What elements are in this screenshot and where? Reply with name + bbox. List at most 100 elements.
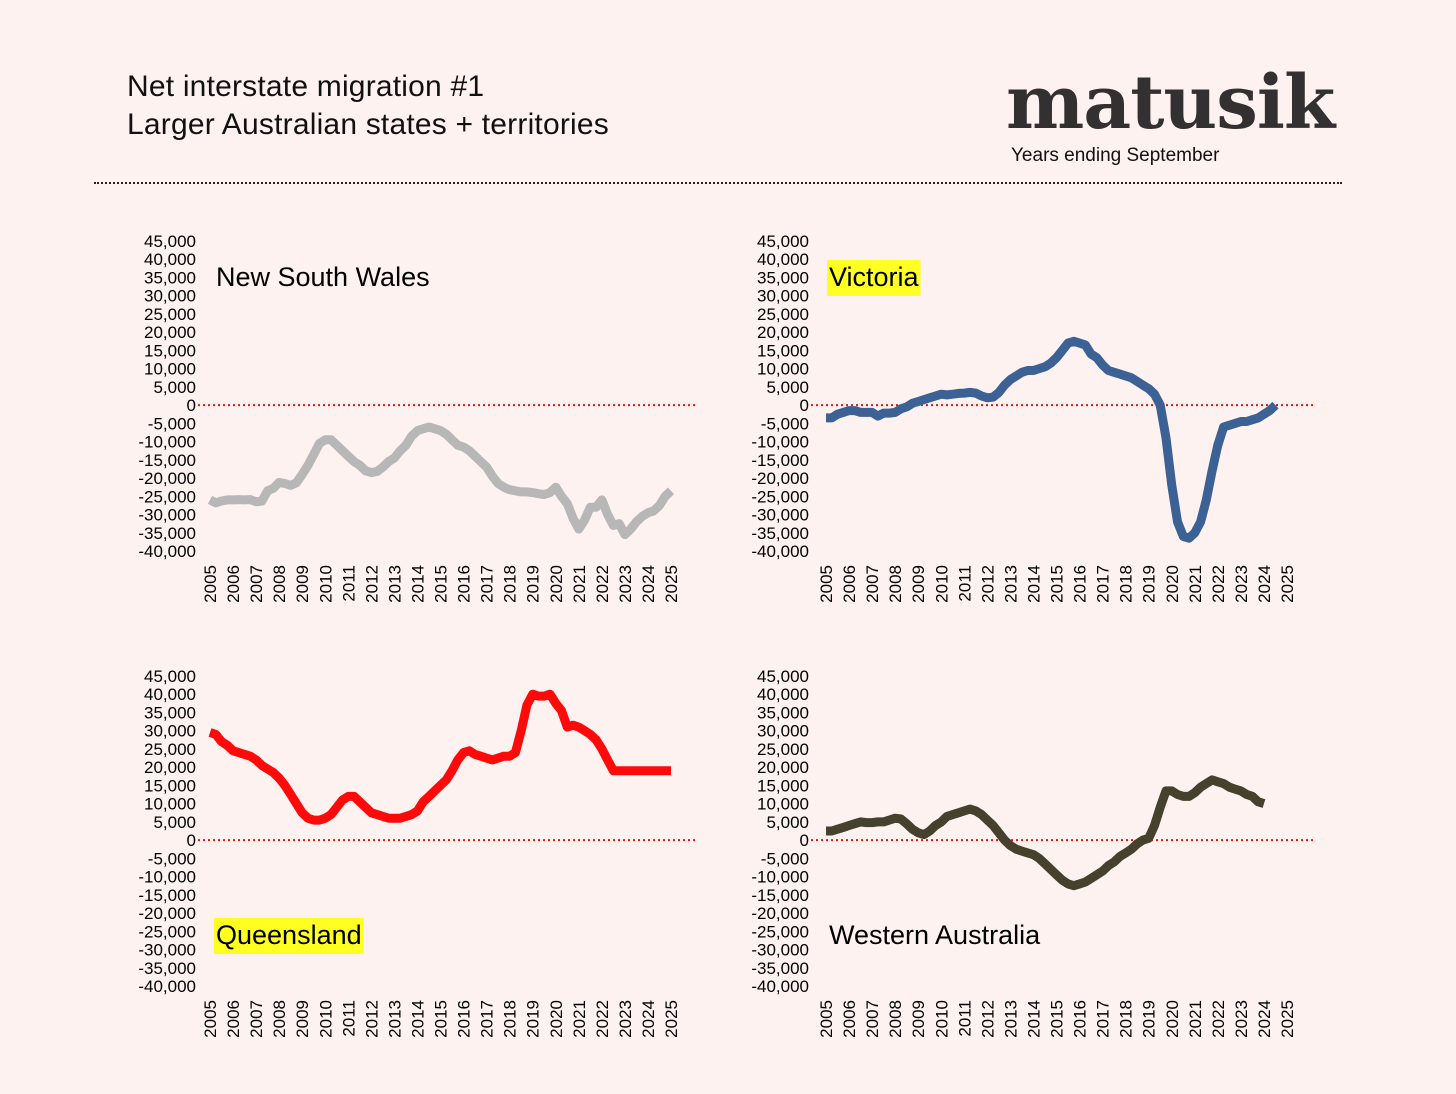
x-tick-label: 2013: [385, 565, 404, 603]
y-tick-label: 0: [800, 396, 809, 415]
y-tick-label: 15,000: [144, 776, 196, 795]
x-tick-label: 2009: [909, 565, 928, 603]
y-tick-label: -40,000: [138, 542, 196, 561]
x-tick-label: 2013: [385, 1000, 404, 1038]
x-tick-label: 2008: [270, 565, 289, 603]
y-tick-label: 40,000: [144, 250, 196, 269]
x-tick-label: 2009: [293, 1000, 312, 1038]
x-tick-label: 2015: [1048, 1000, 1067, 1038]
y-tick-label: 30,000: [144, 287, 196, 306]
y-tick-label: -40,000: [751, 542, 809, 561]
x-tick-label: 2007: [247, 565, 266, 603]
y-tick-label: 15,000: [144, 341, 196, 360]
y-tick-label: -15,000: [138, 451, 196, 470]
x-tick-label: 2005: [201, 565, 220, 603]
x-tick-label: 2017: [1094, 565, 1113, 603]
y-tick-label: -35,000: [751, 524, 809, 543]
x-tick-label: 2014: [1024, 1000, 1043, 1038]
x-tick-label: 2014: [1024, 565, 1043, 603]
x-tick-label: 2007: [863, 565, 882, 603]
y-tick-label: 40,000: [757, 250, 809, 269]
y-tick-label: -25,000: [751, 487, 809, 506]
y-tick-label: 30,000: [144, 722, 196, 741]
panel-1: 45,00040,00035,00030,00025,00020,00015,0…: [138, 232, 696, 603]
y-tick-label: 5,000: [153, 813, 196, 832]
x-tick-label: 2008: [886, 565, 905, 603]
y-tick-label: -35,000: [751, 959, 809, 978]
y-tick-label: 10,000: [144, 360, 196, 379]
x-tick-label: 2013: [1001, 1000, 1020, 1038]
x-tick-label: 2011: [955, 565, 974, 602]
x-tick-label: 2024: [639, 1000, 658, 1038]
x-tick-label: 2024: [1255, 565, 1274, 603]
y-tick-label: 10,000: [757, 795, 809, 814]
y-tick-label: -5,000: [761, 849, 809, 868]
panel-4: 45,00040,00035,00030,00025,00020,00015,0…: [751, 667, 1315, 1038]
x-tick-label: 2005: [817, 565, 836, 603]
panel-2: 45,00040,00035,00030,00025,00020,00015,0…: [751, 232, 1315, 603]
x-tick-label: 2006: [840, 565, 859, 603]
x-tick-label: 2010: [932, 565, 951, 603]
x-tick-label: 2024: [1255, 1000, 1274, 1038]
x-tick-label: 2019: [1140, 1000, 1159, 1038]
x-tick-label: 2017: [478, 565, 497, 603]
y-tick-label: 45,000: [144, 232, 196, 251]
x-tick-label: 2019: [1140, 565, 1159, 603]
y-tick-label: -10,000: [751, 433, 809, 452]
y-tick-label: 40,000: [757, 685, 809, 704]
y-tick-label: 35,000: [144, 703, 196, 722]
x-tick-label: 2014: [408, 565, 427, 603]
x-tick-label: 2022: [593, 565, 612, 603]
y-tick-label: 5,000: [153, 378, 196, 397]
x-tick-label: 2022: [1209, 565, 1228, 603]
y-tick-label: 25,000: [757, 305, 809, 324]
chart-title: Net interstate migration #1: [127, 70, 485, 103]
x-tick-label: 2011: [339, 565, 358, 602]
x-tick-label: 2008: [886, 1000, 905, 1038]
x-tick-label: 2012: [978, 565, 997, 603]
y-tick-label: -5,000: [761, 414, 809, 433]
y-tick-label: -25,000: [751, 922, 809, 941]
y-tick-label: -30,000: [751, 506, 809, 525]
y-tick-label: 25,000: [144, 305, 196, 324]
y-tick-label: 20,000: [144, 758, 196, 777]
x-tick-label: 2019: [524, 1000, 543, 1038]
series-line: [826, 336, 1279, 543]
x-tick-label: 2005: [201, 1000, 220, 1038]
x-tick-label: 2023: [616, 565, 635, 603]
y-tick-label: -25,000: [138, 487, 196, 506]
x-tick-label: 2023: [1232, 565, 1251, 603]
y-tick-label: -10,000: [138, 433, 196, 452]
x-tick-label: 2010: [932, 1000, 951, 1038]
x-tick-label: 2022: [1209, 1000, 1228, 1038]
y-tick-label: -25,000: [138, 922, 196, 941]
y-tick-label: -20,000: [138, 469, 196, 488]
x-tick-label: 2016: [1071, 1000, 1090, 1038]
x-tick-label: 2017: [478, 1000, 497, 1038]
x-tick-label: 2023: [616, 1000, 635, 1038]
x-tick-label: 2006: [224, 1000, 243, 1038]
y-tick-label: -40,000: [138, 977, 196, 996]
y-tick-label: 15,000: [757, 341, 809, 360]
y-tick-label: -20,000: [751, 904, 809, 923]
panel-title: Victoria: [829, 262, 920, 292]
y-tick-label: 0: [800, 831, 809, 850]
x-tick-label: 2018: [1117, 1000, 1136, 1038]
x-tick-label: 2015: [1048, 565, 1067, 603]
y-tick-label: 45,000: [757, 667, 809, 686]
x-tick-label: 2023: [1232, 1000, 1251, 1038]
x-tick-label: 2017: [1094, 1000, 1113, 1038]
y-tick-label: 20,000: [757, 758, 809, 777]
x-tick-label: 2008: [270, 1000, 289, 1038]
period-note: Years ending September: [1011, 145, 1220, 166]
x-tick-label: 2021: [1186, 1000, 1205, 1038]
x-tick-label: 2009: [293, 565, 312, 603]
y-tick-label: -10,000: [138, 868, 196, 887]
x-tick-label: 2016: [1071, 565, 1090, 603]
y-tick-label: 35,000: [144, 268, 196, 287]
y-tick-label: 0: [187, 831, 196, 850]
x-tick-label: 2021: [1186, 565, 1205, 603]
series-line: [208, 689, 671, 825]
y-tick-label: -30,000: [138, 506, 196, 525]
